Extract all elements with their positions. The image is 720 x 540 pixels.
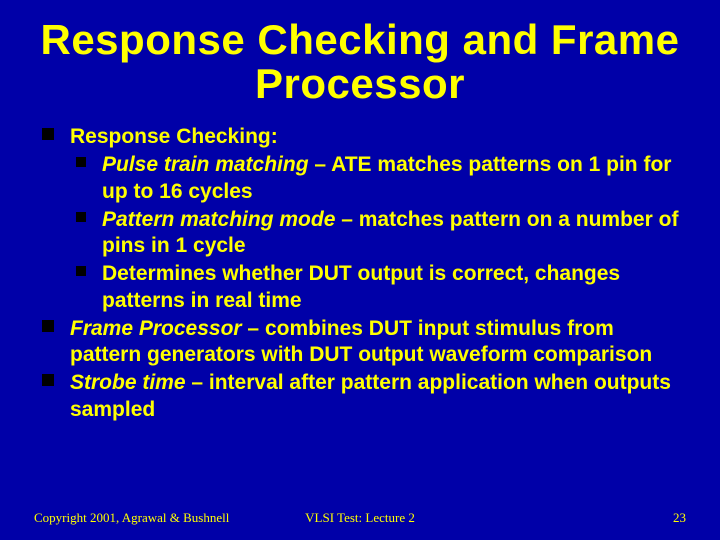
list-item: Pulse train matching – ATE matches patte… <box>76 152 686 205</box>
footer-lecture: VLSI Test: Lecture 2 <box>0 510 720 526</box>
list-item: Response Checking: Pulse train matching … <box>42 124 686 314</box>
sub-bullet-list: Pulse train matching – ATE matches patte… <box>76 152 686 314</box>
bullet-list: Response Checking: Pulse train matching … <box>42 124 686 423</box>
italic-term: Strobe time <box>70 371 186 394</box>
italic-term: Frame Processor <box>70 317 242 340</box>
list-item: Pattern matching mode – matches pattern … <box>76 207 686 260</box>
slide: Response Checking and Frame Processor Re… <box>0 0 720 540</box>
slide-title: Response Checking and Frame Processor <box>34 18 686 106</box>
italic-term: Pulse train matching <box>102 153 309 176</box>
bullet-text: Determines whether DUT output is correct… <box>102 262 620 311</box>
list-item: Determines whether DUT output is correct… <box>76 261 686 314</box>
slide-content: Response Checking: Pulse train matching … <box>34 124 686 423</box>
slide-footer: Copyright 2001, Agrawal & Bushnell VLSI … <box>0 510 720 526</box>
list-item: Strobe time – interval after pattern app… <box>42 370 686 423</box>
list-item: Frame Processor – combines DUT input sti… <box>42 316 686 369</box>
bullet-heading: Response Checking: <box>70 125 278 148</box>
italic-term: Pattern matching mode <box>102 208 335 231</box>
